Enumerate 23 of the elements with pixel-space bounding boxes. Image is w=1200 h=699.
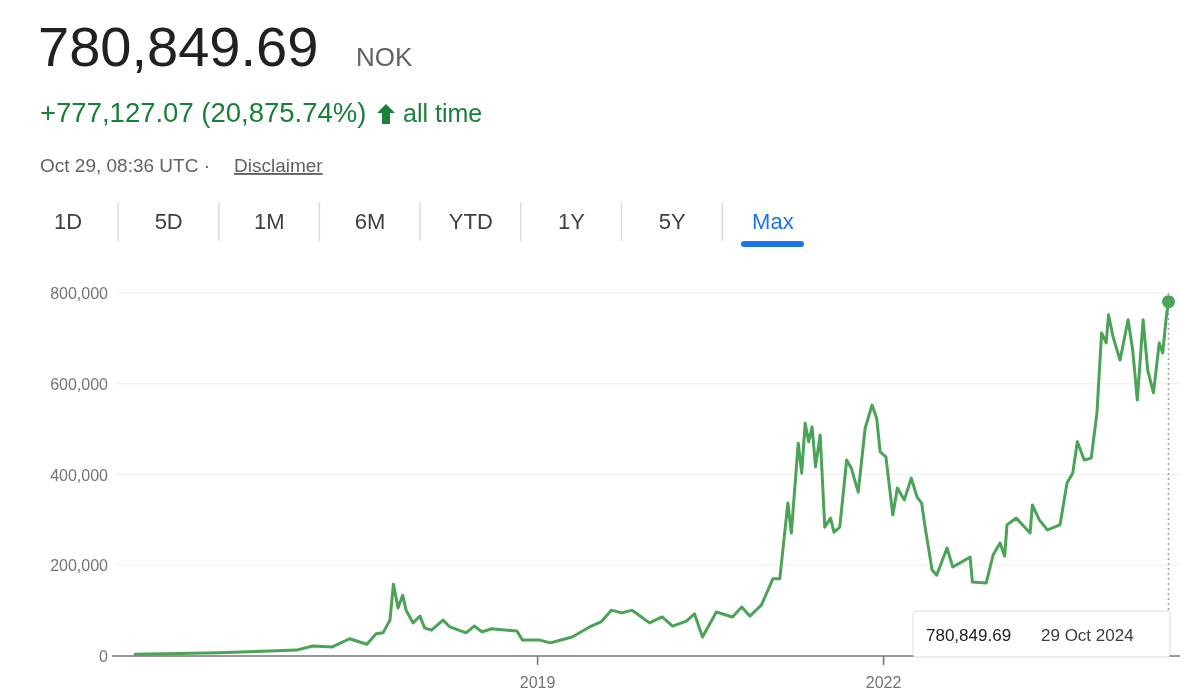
text: Disclaimer <box>234 155 324 176</box>
y-tick-label: 400,000 <box>50 466 109 484</box>
text: NOK <box>356 42 413 72</box>
text: YTD <box>448 209 493 234</box>
annotation: 29 Oct 2024 <box>1041 626 1134 645</box>
text: 780,849.69 <box>926 626 1012 645</box>
y-tick-label: 600,000 <box>50 375 109 393</box>
text: 1Y <box>558 209 586 234</box>
y-tick-label: 0 <box>99 648 109 665</box>
text: +777,127.07 (20,875.74%) <box>40 97 367 128</box>
y-tick-label: 200,000 <box>50 557 109 575</box>
y-tick-label: 800,000 <box>50 285 109 302</box>
text: Oct 29, 08:36 UTC · <box>40 155 211 176</box>
text: 1D <box>53 209 83 234</box>
x-tick-label: 2022 <box>865 674 902 691</box>
text: 5Y <box>658 209 686 234</box>
x-tick-label: 2019 <box>519 674 556 691</box>
text: 6M <box>354 209 386 234</box>
text: 5D <box>154 209 183 234</box>
text: all time <box>403 99 483 127</box>
text: Max <box>752 209 794 234</box>
text: 780,849.69 <box>38 15 319 78</box>
text: 1M <box>254 209 285 234</box>
